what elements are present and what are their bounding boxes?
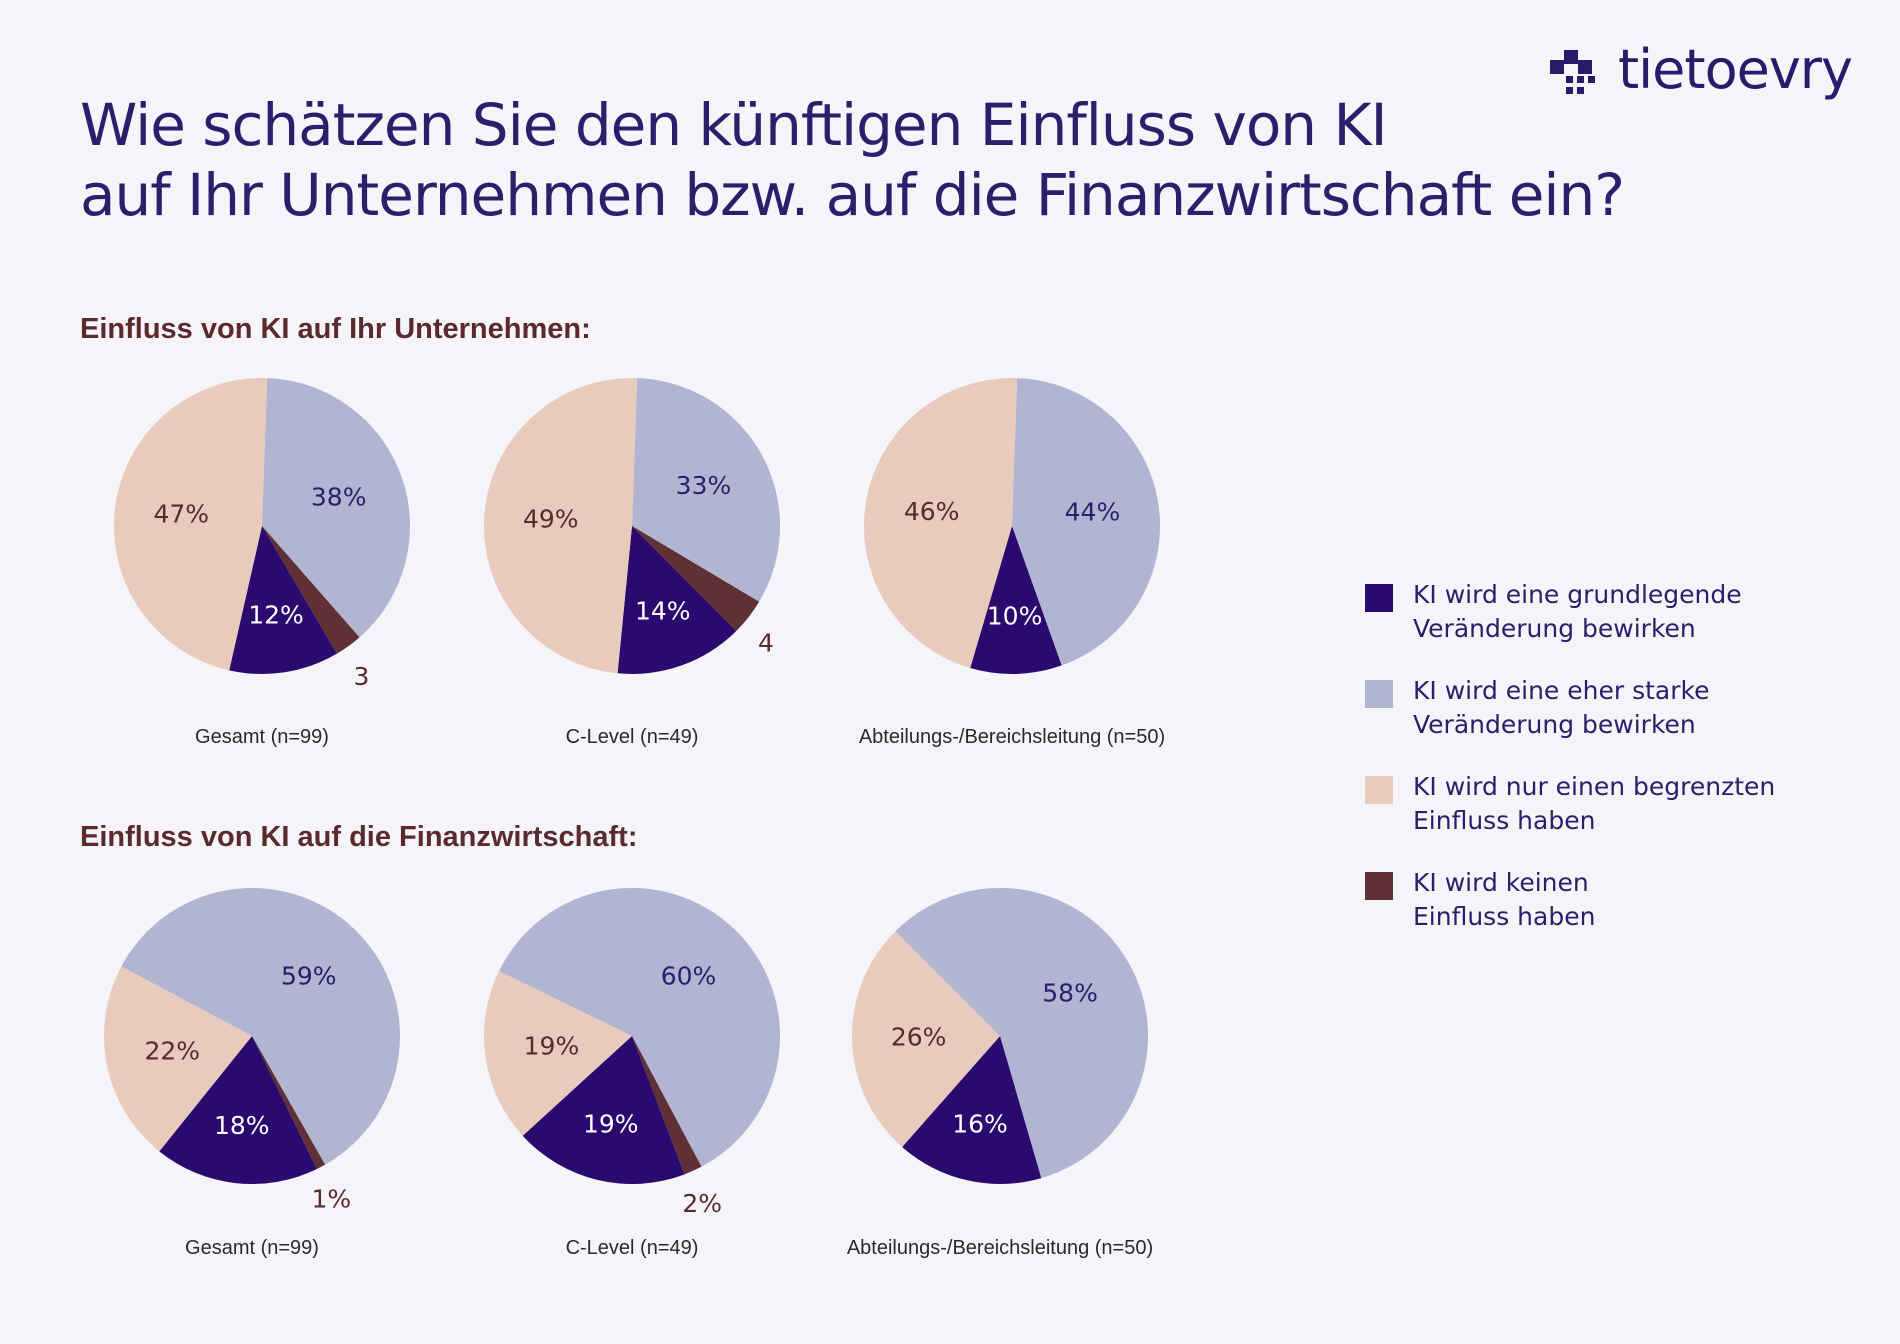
pie-slice-label: 3 [353, 662, 369, 691]
pie-caption: Abteilungs-/Bereichsleitung (n=50) [858, 726, 1166, 748]
page-title: Wie schätzen Sie den künftigen Einfluss … [80, 90, 1625, 230]
pie-slice-label: 46% [904, 497, 960, 526]
pie-caption: C-Level (n=49) [565, 1237, 699, 1259]
pie-slice-label: 18% [214, 1111, 270, 1140]
section-title-unternehmen: Einfluss von KI auf Ihr Unternehmen: [80, 313, 591, 345]
pie-caption: Gesamt (n=99) [195, 726, 329, 748]
legend-label: KI wird keinen Einfluss haben [1413, 868, 1596, 931]
pie-slice-label: 49% [523, 505, 579, 534]
pie-slice [864, 378, 1018, 668]
pie-chart: 33% 4 14% 49% [484, 378, 780, 674]
pie-slice-label: 33% [676, 471, 732, 500]
section-title-finanzwirtschaft: Einfluss von KI auf die Finanzwirtschaft… [80, 821, 638, 853]
legend-label: KI wird nur einen begrenzten Einfluss ha… [1413, 772, 1776, 835]
pie-slice [252, 1036, 326, 1170]
pie-slice [970, 526, 1062, 674]
legend-swatch [1365, 776, 1393, 804]
pie-slice [121, 888, 401, 1165]
pie-slice-label: 38% [311, 483, 367, 512]
pie-chart: 38% 3 12% 47% [113, 378, 410, 691]
pie-slice-label: 1% [311, 1184, 351, 1213]
pie-slice-label: 10% [987, 602, 1043, 631]
pie-slice [902, 1036, 1042, 1184]
pie-slice-label: 16% [952, 1110, 1008, 1139]
pie-slice [159, 1036, 317, 1184]
pie-slice-label: 58% [1042, 979, 1098, 1008]
pie-slice-label: 14% [635, 596, 691, 625]
pie-caption: Gesamt (n=99) [185, 1237, 319, 1259]
legend-item-grundlegend: KI wird eine grundlegende Veränderung be… [1365, 578, 1865, 648]
pie-slice-label: 44% [1065, 498, 1121, 527]
brand-name: tietoevry [1618, 38, 1853, 101]
pie-slice [262, 378, 410, 638]
pie-slice [895, 888, 1148, 1179]
pie-slice-label: 19% [524, 1032, 580, 1061]
legend-label: KI wird eine grundlegende Veränderung be… [1413, 580, 1742, 643]
pie-slice [632, 526, 760, 632]
brand-logo: tietoevry [1550, 42, 1853, 102]
pie-slice-label: 19% [583, 1109, 639, 1138]
pie-slice-label: 12% [248, 601, 304, 630]
legend-swatch [1365, 584, 1393, 612]
pie-chart: 44% 10% 46% [864, 378, 1160, 674]
title-line-1: Wie schätzen Sie den künftigen Einfluss … [80, 91, 1388, 159]
pie-slice-label: 60% [661, 961, 717, 990]
legend-label: KI wird eine eher starke Veränderung bew… [1413, 676, 1710, 739]
pie-slice [498, 888, 780, 1167]
pie-caption: C-Level (n=49) [565, 726, 699, 748]
legend-item-kein-einfluss: KI wird keinen Einfluss haben [1365, 866, 1865, 936]
pie-slice [632, 378, 780, 602]
pie-slice-label: 47% [153, 500, 209, 529]
pie-slice-label: 26% [891, 1023, 947, 1052]
pie-slice [522, 1036, 685, 1184]
pie-chart: 58% 16% 26% [852, 888, 1148, 1184]
pie-slice [104, 966, 252, 1152]
pie-chart: 59% 1% 18% 22% [104, 888, 401, 1213]
pie-slice [617, 526, 737, 674]
pie-slice [484, 378, 638, 674]
legend-swatch [1365, 872, 1393, 900]
pie-slice-label: 59% [281, 962, 337, 991]
pie-chart: 60% 2% 19% 19% [484, 888, 780, 1218]
legend-swatch [1365, 680, 1393, 708]
pie-slice [852, 931, 1000, 1148]
pie-slice [484, 971, 632, 1136]
title-line-2: auf Ihr Unternehmen bzw. auf die Finanzw… [80, 161, 1625, 229]
pie-slice [113, 378, 268, 671]
pie-slice-label: 2% [682, 1189, 722, 1218]
pie-slice [1012, 378, 1160, 666]
pie-slice [632, 1036, 702, 1175]
pie-slice-label: 22% [144, 1036, 200, 1065]
legend-item-begrenzt: KI wird nur einen begrenzten Einfluss ha… [1365, 770, 1865, 840]
brand-mark-icon [1550, 50, 1595, 94]
pie-slice [262, 526, 360, 654]
pie-caption: Abteilungs-/Bereichsleitung (n=50) [846, 1237, 1154, 1259]
pie-slice-label: 4 [758, 629, 774, 658]
pie-slice [229, 526, 337, 674]
legend-item-eher-stark: KI wird eine eher starke Veränderung bew… [1365, 674, 1865, 744]
